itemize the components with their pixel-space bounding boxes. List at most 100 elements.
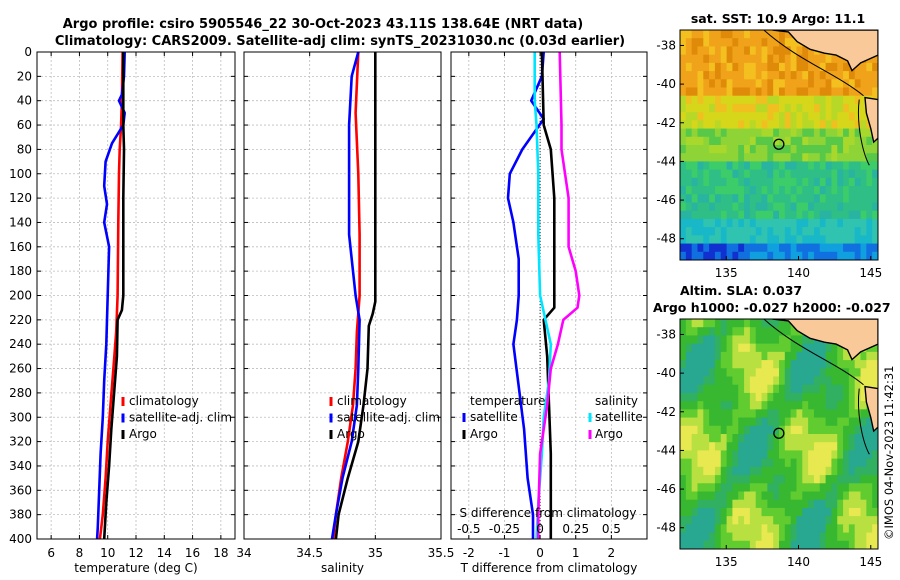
y-tick-label: 200 [9,289,32,303]
map-cell [767,54,774,64]
map-cell [744,194,751,204]
map-cell [802,540,809,549]
map-cell [767,392,774,402]
map-cell [726,417,734,427]
map-cell [709,540,716,549]
map-cell [773,376,780,386]
map-cell [720,169,728,179]
map-cell [680,218,687,228]
map-cell [755,368,763,378]
map-cell [773,235,780,245]
map-cell [755,243,763,253]
map-cell [773,343,780,353]
map-cell [866,235,873,245]
map-cell [825,392,833,402]
map-cell [703,30,710,39]
sla-map-title-line2: Argo h1000: -0.027 h2000: -0.027 [653,300,891,315]
map-cell [732,475,739,484]
map-cell [714,136,722,146]
map-cell [843,95,850,105]
map-cell [732,194,739,204]
map-cell [790,112,798,121]
map-cell [749,368,757,378]
map-cell [773,30,780,39]
map-cell [790,54,798,64]
map-cell [714,186,722,195]
map-cell [854,112,862,121]
map-cell [808,87,815,97]
map-cell [709,483,716,493]
argo-position-marker [773,138,785,150]
map-cell [825,95,833,105]
map-cell [703,319,710,328]
map-cell [837,202,844,212]
map-cell [843,392,850,402]
map-cell [790,87,798,97]
map-cell [831,218,838,228]
map-cell [848,507,856,517]
map-cell [714,434,722,443]
map-cell [755,450,763,460]
map-cell [784,450,792,460]
map-cell [755,153,763,163]
map-cell [680,153,687,163]
map-cell [784,458,792,468]
map-cell [819,169,827,179]
map-cell [761,112,768,121]
map-cell [680,210,687,220]
map-cell [732,450,739,460]
map-cell [720,475,728,484]
map-cell [784,243,792,253]
map-cell [808,507,815,517]
x-axis-label: salinity [321,561,364,575]
map-cell [697,376,704,386]
map-cell [866,524,873,534]
map-cell [819,112,827,121]
map-cell [854,95,862,105]
map-cell [749,425,757,435]
map-cell [819,351,827,361]
map-cell [755,145,763,154]
map-cell [848,87,856,97]
map-cell [848,360,856,369]
map-cell [773,177,780,187]
map-cell [860,128,867,138]
map-cell [761,95,768,105]
map-cell [767,483,774,493]
map-cell [819,95,827,105]
map-cell [866,507,873,517]
map-cell [848,417,856,427]
map-cell [703,128,710,138]
map-cell [680,466,687,476]
map-cell [685,532,693,542]
map-cell [744,79,751,89]
map-cell [680,227,687,236]
map-cell [685,251,693,260]
map-cell [738,327,745,337]
map-cell [749,376,757,386]
map-cell [732,87,739,97]
map-cell [831,475,838,484]
map-cell [831,450,838,460]
map-cell [685,218,693,228]
map-cell [843,218,850,228]
map-cell [720,425,728,435]
map-cell [843,243,850,253]
map-cell [796,384,803,394]
map-cell [860,466,867,476]
map-cell [848,532,856,542]
map-cell [773,499,780,509]
map-cell [714,210,722,220]
map-cell [813,392,821,402]
map-cell [761,392,768,402]
map-cell [813,516,821,525]
map-cell [802,417,809,427]
map-cell [819,409,827,419]
map-cell [732,210,739,220]
map-cell [860,401,867,410]
map-cell [796,483,803,493]
map-cell [767,458,774,468]
map-cell [808,360,815,369]
map-cell [854,351,862,361]
map-cell [796,409,803,419]
